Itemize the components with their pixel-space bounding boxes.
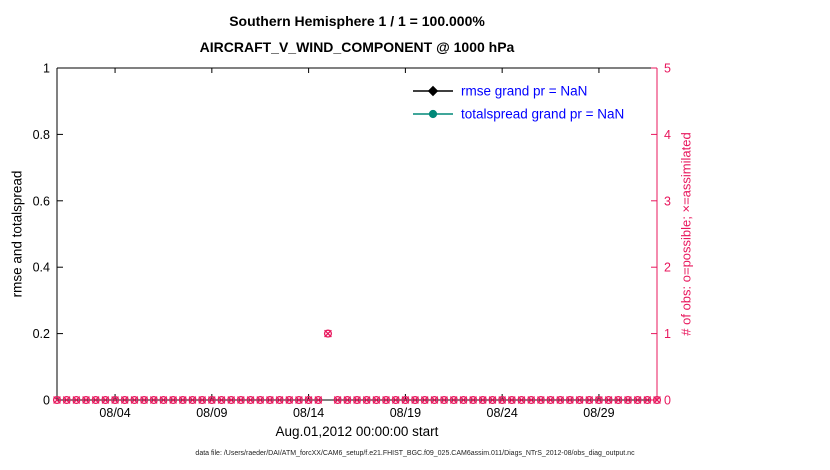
obs-marker bbox=[217, 395, 226, 405]
right-tick-label: 4 bbox=[664, 128, 671, 142]
obs-marker bbox=[207, 395, 216, 405]
obs-marker bbox=[459, 395, 468, 405]
legend-label: totalspread grand pr = NaN bbox=[461, 107, 624, 122]
obs-marker bbox=[401, 395, 410, 405]
left-tick-label: 1 bbox=[43, 62, 50, 76]
obs-marker bbox=[614, 395, 623, 405]
obs-marker bbox=[227, 395, 236, 405]
obs-marker bbox=[52, 395, 62, 405]
obs-marker bbox=[536, 395, 545, 405]
obs-marker bbox=[91, 395, 100, 405]
obs-marker bbox=[633, 395, 642, 405]
obs-marker bbox=[372, 395, 381, 405]
obs-marker bbox=[575, 395, 584, 405]
obs-marker bbox=[101, 395, 110, 405]
right-axis-ticks: 0 1 2 3 4 5 bbox=[651, 62, 671, 408]
x-axis-label: Aug.01,2012 00:00:00 start bbox=[275, 424, 439, 439]
obs-marker bbox=[120, 395, 129, 405]
obs-marker bbox=[285, 395, 294, 405]
obs-marker bbox=[643, 395, 652, 405]
obs-marker bbox=[236, 395, 245, 405]
obs-marker bbox=[265, 395, 274, 405]
obs-marker bbox=[62, 395, 71, 405]
right-tick-label: 3 bbox=[664, 194, 671, 208]
obs-marker bbox=[81, 395, 91, 405]
x-tick-label: 08/29 bbox=[583, 406, 614, 420]
legend-entry: totalspread grand pr = NaN bbox=[413, 107, 624, 122]
data-file-path: data file: /Users/raeder/DAI/ATM_forcXX/… bbox=[195, 450, 635, 457]
legend-label: rmse grand pr = NaN bbox=[461, 84, 587, 99]
right-tick-label: 0 bbox=[664, 394, 671, 408]
obs-marker bbox=[140, 395, 149, 405]
right-tick-label: 2 bbox=[664, 261, 671, 275]
right-axis-label: # of obs: o=possible; ×=assimilated bbox=[678, 132, 694, 336]
obs-marker bbox=[304, 395, 313, 405]
obs-marker bbox=[362, 395, 371, 405]
obs-marker bbox=[256, 395, 265, 405]
obs-marker bbox=[391, 395, 400, 405]
obs-marker bbox=[469, 395, 478, 405]
obs-marker bbox=[430, 395, 439, 405]
left-tick-label: 0.2 bbox=[33, 327, 50, 341]
obs-marker bbox=[294, 395, 303, 405]
obs-marker bbox=[565, 395, 574, 405]
obs-marker bbox=[527, 395, 536, 405]
obs-marker bbox=[169, 395, 178, 405]
obs-marker bbox=[623, 395, 633, 405]
legend: rmse grand pr = NaN totalspread grand pr … bbox=[413, 84, 624, 122]
left-tick-label: 0 bbox=[43, 394, 50, 408]
obs-marker bbox=[323, 329, 333, 338]
obs-marker bbox=[585, 395, 594, 405]
chart-title: Southern Hemisphere 1 / 1 = 100.000% bbox=[229, 13, 485, 29]
obs-marker bbox=[652, 395, 662, 405]
x-tick-label: 08/14 bbox=[293, 406, 324, 420]
obs-marker bbox=[159, 395, 168, 405]
left-tick-label: 0.8 bbox=[33, 128, 50, 142]
obs-marker bbox=[488, 395, 497, 405]
diamond-marker-icon bbox=[427, 85, 439, 97]
obs-marker bbox=[381, 395, 391, 405]
chart-subtitle: AIRCRAFT_V_WIND_COMPONENT @ 1000 hPa bbox=[199, 39, 515, 55]
obs-marker bbox=[604, 395, 613, 405]
obs-marker bbox=[343, 395, 352, 405]
obs-marker bbox=[449, 395, 458, 405]
obs-marker bbox=[130, 395, 139, 405]
right-tick-label: 1 bbox=[664, 327, 671, 341]
obs-marker bbox=[188, 395, 197, 405]
obs-marker bbox=[314, 395, 323, 405]
obs-marker bbox=[275, 395, 284, 405]
obs-marker bbox=[498, 395, 507, 405]
obs-marker bbox=[178, 395, 187, 405]
obs-marker bbox=[333, 395, 342, 405]
obs-marker bbox=[420, 395, 429, 405]
obs-marker bbox=[478, 395, 487, 405]
obs-marker bbox=[198, 395, 207, 405]
x-tick-label: 08/09 bbox=[196, 406, 227, 420]
obs-markers bbox=[52, 329, 662, 405]
obs-marker bbox=[594, 395, 603, 405]
obs-marker bbox=[72, 395, 81, 405]
x-tick-label: 08/04 bbox=[99, 406, 130, 420]
left-tick-label: 0.4 bbox=[33, 261, 50, 275]
x-tick-label: 08/24 bbox=[487, 406, 518, 420]
right-tick-label: 5 bbox=[664, 62, 671, 76]
obs-marker bbox=[149, 395, 158, 405]
circle-marker-icon bbox=[428, 109, 438, 119]
obs-marker bbox=[507, 395, 516, 405]
obs-marker bbox=[352, 395, 362, 405]
obs-marker bbox=[246, 395, 255, 405]
left-axis-label: rmse and totalspread bbox=[9, 170, 25, 298]
x-tick-label: 08/19 bbox=[390, 406, 421, 420]
obs-marker bbox=[411, 395, 420, 405]
obs-marker bbox=[440, 395, 449, 405]
left-tick-label: 0.6 bbox=[33, 194, 50, 208]
obs-marker bbox=[517, 395, 526, 405]
obs-marker bbox=[111, 395, 120, 405]
legend-entry: rmse grand pr = NaN bbox=[413, 84, 587, 99]
obs-marker bbox=[546, 395, 555, 405]
left-axis-ticks: 0 0.2 0.4 0.6 0.8 1 bbox=[33, 62, 63, 408]
obs-marker bbox=[556, 395, 565, 405]
